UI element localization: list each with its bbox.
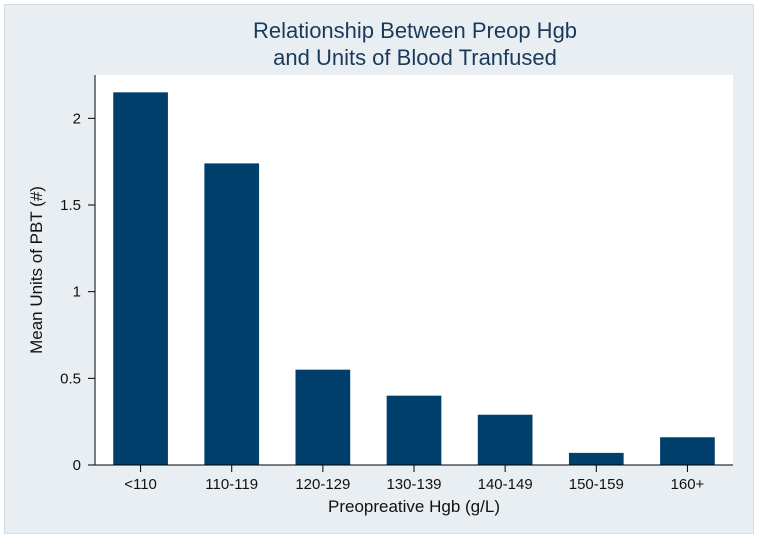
bar-4 xyxy=(477,414,533,465)
y-tick-label-3: 1.5 xyxy=(60,197,81,214)
y-tick-label-4: 2 xyxy=(73,110,81,127)
bar-3 xyxy=(386,395,442,465)
chart-title-line-2: and Units of Blood Tranfused xyxy=(273,45,557,70)
x-tick-label-6: 160+ xyxy=(671,476,705,493)
y-axis-label: Mean Units of PBT (#) xyxy=(27,186,46,354)
y-tick-label-1: 0.5 xyxy=(60,370,81,387)
x-axis-label: Preopreative Hgb (g/L) xyxy=(328,497,500,516)
x-tick-label-4: 140-149 xyxy=(478,476,533,493)
y-tick-label-0: 0 xyxy=(73,457,81,474)
y-tick-label-2: 1 xyxy=(73,284,81,301)
x-tick-label-3: 130-139 xyxy=(386,476,441,493)
bars-group xyxy=(113,92,715,465)
bar-0 xyxy=(113,92,168,465)
bar-5 xyxy=(568,452,624,465)
x-tick-label-2: 120-129 xyxy=(295,476,350,493)
x-tick-label-0: <110 xyxy=(124,476,157,493)
x-tick-label-5: 150-159 xyxy=(569,476,624,493)
x-tick-label-1: 110-119 xyxy=(205,476,258,493)
bar-6 xyxy=(660,437,715,465)
chart-title-line-1: Relationship Between Preop Hgb xyxy=(253,18,577,43)
x-axis: <110 110-119 120-129 130-139 140-149 150-159 1… xyxy=(95,464,733,493)
bar-2 xyxy=(295,369,351,465)
bar-1 xyxy=(204,163,260,465)
y-axis: 0 0.5 1 1.5 2 xyxy=(60,75,96,474)
